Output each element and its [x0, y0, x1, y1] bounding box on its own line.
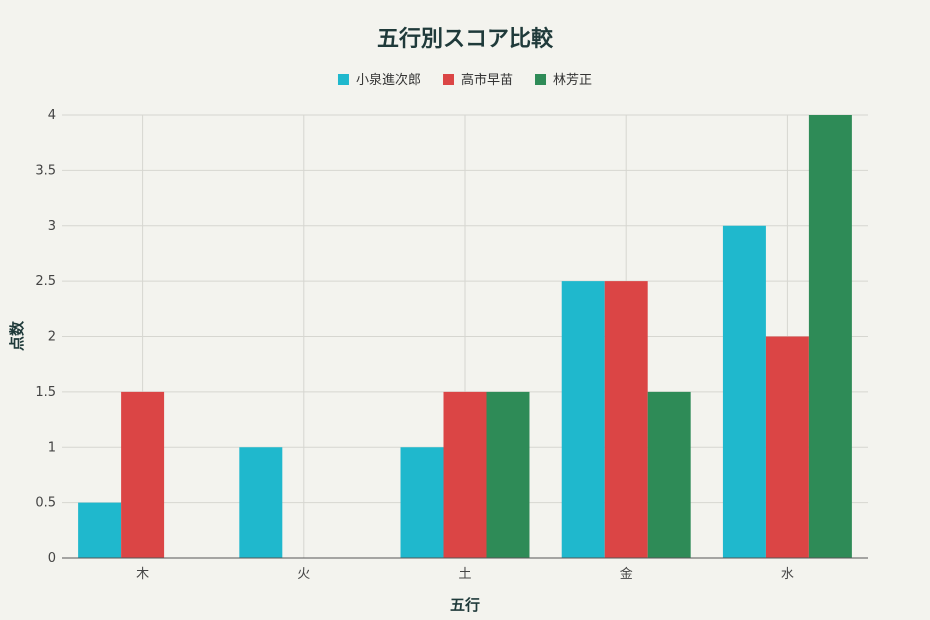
y-tick-label: 4 — [48, 108, 56, 123]
x-tick-label: 土 — [458, 567, 471, 582]
bar — [400, 447, 444, 558]
y-tick-label: 2.5 — [35, 274, 56, 289]
x-axis-title: 五行 — [450, 596, 480, 614]
legend-swatch — [535, 74, 547, 85]
bar — [647, 391, 691, 558]
bar — [121, 391, 165, 558]
bar — [722, 225, 766, 558]
x-tick-label: 水 — [781, 567, 794, 582]
legend-label: 小泉進次郎 — [356, 72, 421, 88]
bar — [808, 115, 852, 558]
bar — [443, 391, 487, 558]
y-tick-label: 0.5 — [35, 496, 56, 511]
bar — [239, 447, 283, 558]
bar — [765, 336, 809, 558]
y-tick-label: 2 — [48, 330, 56, 345]
bars — [78, 115, 852, 558]
y-axis-title: 点数 — [8, 320, 26, 351]
bar — [561, 281, 605, 558]
legend-label: 林芳正 — [553, 73, 592, 88]
bar — [486, 391, 530, 558]
bar — [604, 281, 648, 558]
y-tick-label: 0 — [48, 551, 56, 566]
legend-item[interactable]: 高市早苗 — [442, 72, 513, 88]
legend-item[interactable]: 小泉進次郎 — [337, 72, 421, 88]
y-tick-label: 1 — [48, 440, 56, 455]
x-tick-label: 木 — [136, 567, 149, 582]
legend: 小泉進次郎 高市早苗 林芳正 — [337, 72, 592, 88]
legend-item[interactable]: 林芳正 — [535, 73, 592, 88]
y-tick-label: 3.5 — [35, 163, 56, 178]
bar — [78, 502, 122, 558]
x-tick-label: 金 — [620, 566, 633, 582]
axes: 0 0.5 1 1.5 2 2.5 3 3.5 4 木 火 土 金 水 — [35, 108, 868, 582]
y-tick-label: 1.5 — [35, 385, 56, 400]
legend-swatch — [442, 74, 454, 85]
chart-title: 五行別スコア比較 — [377, 26, 554, 52]
x-tick-label: 火 — [297, 567, 310, 582]
legend-label: 高市早苗 — [461, 72, 513, 88]
legend-swatch — [337, 74, 349, 85]
y-tick-label: 3 — [48, 219, 56, 234]
